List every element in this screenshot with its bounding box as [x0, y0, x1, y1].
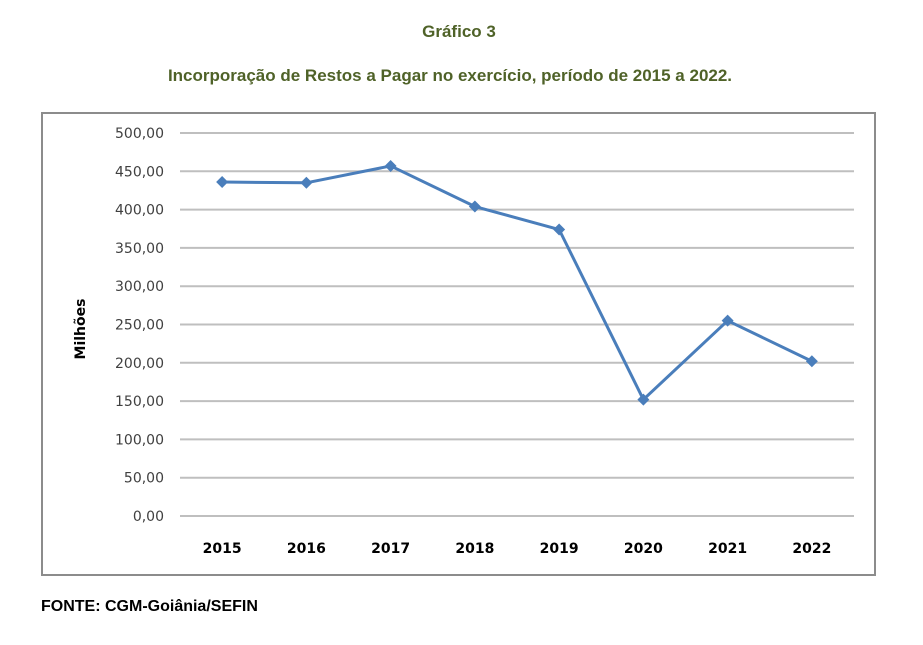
- data-point-marker: [300, 176, 313, 189]
- x-tick-label: 2016: [287, 541, 326, 557]
- source-note: FONTE: CGM-Goiânia/SEFIN: [41, 598, 258, 615]
- x-tick-label: 2018: [455, 541, 494, 557]
- y-tick-label: 200,00: [115, 356, 164, 372]
- data-point-marker: [468, 200, 481, 213]
- data-point-marker: [805, 355, 818, 368]
- chart-frame: [41, 112, 876, 576]
- gridlines: [180, 132, 854, 517]
- chart-title: Incorporação de Restos a Pagar no exercí…: [167, 66, 733, 85]
- x-tick-label: 2021: [708, 541, 747, 557]
- y-tick-label: 400,00: [115, 203, 164, 219]
- y-tick-label: 350,00: [115, 241, 164, 257]
- data-point-marker: [384, 159, 397, 172]
- y-tick-label: 100,00: [115, 432, 164, 448]
- x-tick-label: 2019: [540, 541, 579, 557]
- y-tick-label: 300,00: [115, 279, 164, 295]
- data-point-marker: [637, 393, 650, 406]
- x-tick-label: 2015: [203, 541, 242, 557]
- y-tick-label: 50,00: [124, 471, 164, 487]
- x-tick-label: 2017: [371, 541, 410, 557]
- y-axis-label: Milhões: [73, 299, 89, 360]
- data-point-marker: [553, 223, 566, 236]
- y-tick-label: 150,00: [115, 394, 164, 410]
- y-tick-label: 450,00: [115, 164, 164, 180]
- y-tick-label: 0,00: [133, 509, 164, 525]
- x-axis-ticks: 2015 2016 2017 2018 2019 2020 2021 2022: [203, 541, 832, 557]
- chart-caption-number: Gráfico 3: [422, 22, 496, 41]
- series-line: [222, 164, 813, 402]
- y-axis-ticks: 0,00 50,00 100,00 150,00 200,00 250,00 300,00 3…: [115, 126, 164, 525]
- y-tick-label: 250,00: [115, 318, 164, 334]
- x-tick-label: 2022: [792, 541, 831, 557]
- series-lines: [216, 159, 818, 406]
- y-tick-label: 500,00: [115, 126, 164, 142]
- data-point-marker: [721, 314, 734, 327]
- data-point-marker: [216, 176, 229, 189]
- x-tick-label: 2020: [624, 541, 663, 557]
